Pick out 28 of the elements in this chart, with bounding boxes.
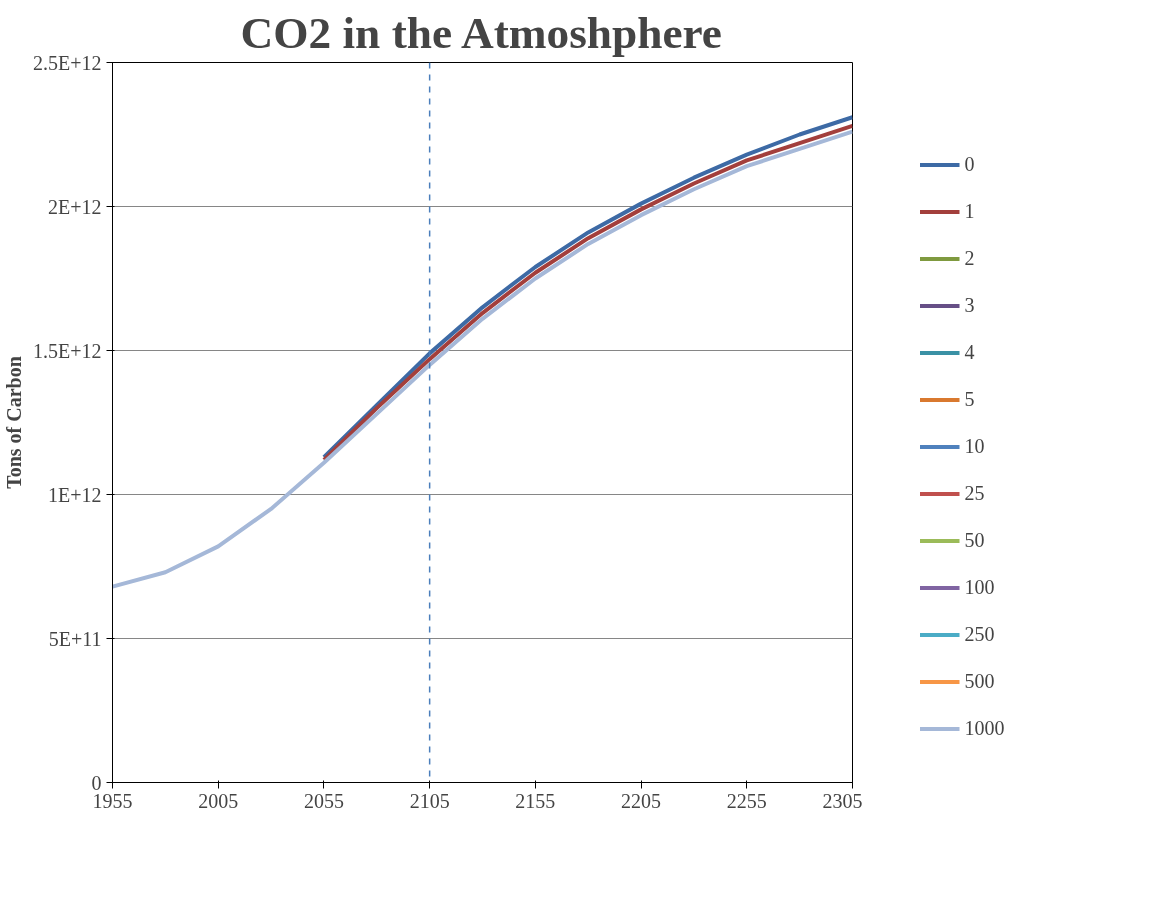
line-series: [112, 129, 853, 589]
legend-label: 250: [964, 622, 995, 646]
y-tick-label: 1E+12: [48, 483, 102, 506]
legend-label: 50: [964, 528, 985, 552]
y-tick-label: 5E+11: [48, 627, 102, 650]
chart-title: CO2 in the Atmoshphere: [240, 7, 722, 58]
y-axis-title: Tons of Carbon: [3, 356, 25, 489]
x-tick-label: 2205: [621, 789, 662, 812]
legend-label: 100: [964, 575, 995, 599]
legend-label: 500: [964, 669, 995, 693]
legend-label: 25: [964, 481, 985, 505]
y-tick-label: 1.5E+12: [33, 339, 102, 362]
legend-label: 5: [964, 387, 976, 411]
x-tick-label: 2055: [303, 789, 344, 812]
legend-label: 0: [964, 152, 976, 176]
legend-label: 4: [964, 340, 976, 364]
legend-label: 1: [964, 199, 976, 223]
x-tick-label: 2305: [822, 789, 863, 812]
legend-label: 10: [964, 434, 985, 458]
x-tick-label: 2005: [198, 789, 239, 812]
legend-label: 3: [964, 293, 976, 317]
y-tick-label: 2E+12: [48, 195, 102, 218]
x-tick-label: 2155: [515, 789, 556, 812]
x-tick-label: 2105: [409, 789, 450, 812]
legend-label: 1000: [964, 716, 1005, 740]
legend-label: 2: [964, 246, 976, 270]
x-tick-label: 2255: [726, 789, 767, 812]
y-tick-label: 2.5E+12: [33, 51, 102, 74]
